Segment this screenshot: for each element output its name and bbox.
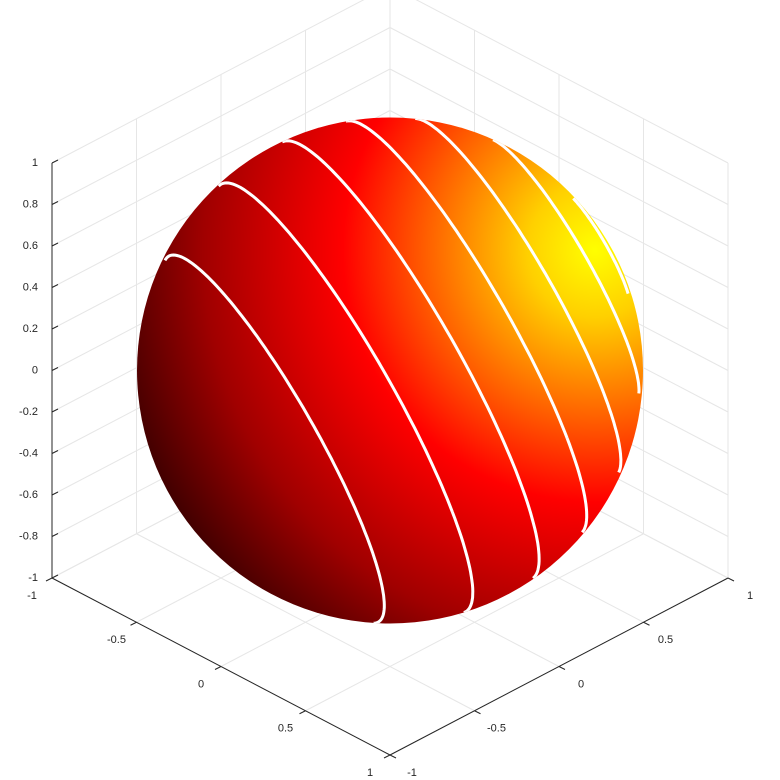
contour-line [281,139,541,580]
y-tick-label: -1 [407,767,417,779]
tick-mark [727,577,735,582]
x-tick-label: -0.5 [107,634,126,646]
grid-line [51,0,365,164]
tick-mark [558,666,566,670]
tick-mark [45,577,53,582]
x-tick-label: 0 [198,678,204,690]
contour-line [345,119,589,534]
grid-line [136,533,475,712]
tick-mark [130,621,137,626]
grid-line [389,27,729,205]
contour-line [163,253,386,624]
grid-line [415,0,729,164]
x-tick-label: -1 [27,590,37,602]
z-tick-label: -0.2 [19,406,38,418]
tick-mark [51,159,59,164]
tick-mark [474,710,481,715]
contour-line [492,138,641,394]
grid-line [389,68,729,247]
y-tick-label: 0.5 [658,634,673,646]
contour-line [572,197,630,295]
tick-mark [299,710,306,715]
tick-mark [214,666,222,670]
z-tick-label: 0.8 [23,198,38,210]
z-tick-label: 0.4 [23,281,38,293]
tick-mark [51,408,59,413]
grid-line [51,27,391,205]
contour-line [217,181,475,614]
tick-mark [51,325,59,330]
tick-mark [51,574,59,579]
tick-mark [51,533,59,537]
z-tick-label: -0.4 [19,447,38,459]
z-tick-label: -1 [28,572,38,584]
y-tick-label: -0.5 [487,723,506,735]
contour-lines [163,117,641,624]
grid-line [51,68,391,247]
x-tick-label: 0.5 [278,723,293,735]
contour-line [415,117,623,474]
z-tick-label: 0.6 [23,240,38,252]
z-tick-label: -0.6 [19,489,38,501]
z-tick-label: 1 [32,157,38,169]
z-tick-label: -0.8 [19,530,38,542]
z-tick-label: 0.2 [23,323,38,335]
tick-mark [51,284,59,288]
tick-mark [383,754,391,759]
tick-mark [389,754,397,759]
tick-mark [51,491,59,496]
tick-mark [51,242,59,247]
tick-mark [643,621,650,626]
tick-mark [51,201,59,205]
x-tick-label: 1 [367,767,373,779]
z-tick-label: 0 [32,364,38,376]
tick-mark [51,450,59,454]
y-tick-label: 1 [747,590,753,602]
sphere-surface [137,117,643,624]
y-tick-label: 0 [578,678,584,690]
tick-mark [51,367,59,371]
